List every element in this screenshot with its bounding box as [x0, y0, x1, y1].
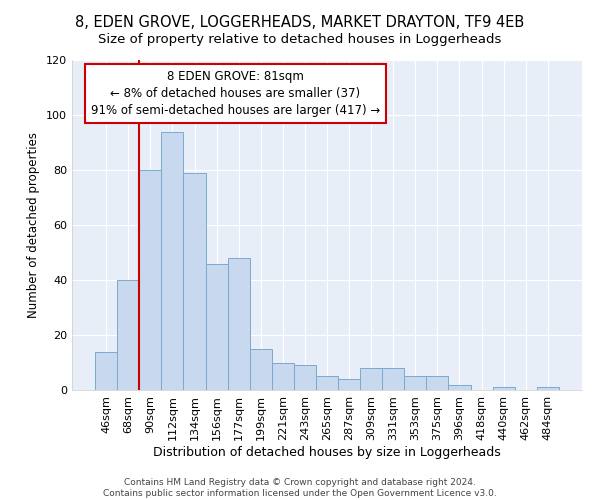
- Bar: [294, 365, 316, 390]
- Bar: [117, 280, 139, 390]
- Bar: [404, 376, 427, 390]
- Bar: [448, 384, 470, 390]
- Text: Size of property relative to detached houses in Loggerheads: Size of property relative to detached ho…: [98, 32, 502, 46]
- Bar: [493, 387, 515, 390]
- Bar: [95, 352, 117, 390]
- Bar: [382, 368, 404, 390]
- X-axis label: Distribution of detached houses by size in Loggerheads: Distribution of detached houses by size …: [153, 446, 501, 458]
- Text: 8, EDEN GROVE, LOGGERHEADS, MARKET DRAYTON, TF9 4EB: 8, EDEN GROVE, LOGGERHEADS, MARKET DRAYT…: [76, 15, 524, 30]
- Bar: [537, 387, 559, 390]
- Text: 8 EDEN GROVE: 81sqm
← 8% of detached houses are smaller (37)
91% of semi-detache: 8 EDEN GROVE: 81sqm ← 8% of detached hou…: [91, 70, 380, 117]
- Bar: [316, 376, 338, 390]
- Bar: [360, 368, 382, 390]
- Bar: [227, 258, 250, 390]
- Bar: [427, 376, 448, 390]
- Bar: [206, 264, 227, 390]
- Bar: [250, 349, 272, 390]
- Bar: [184, 173, 206, 390]
- Y-axis label: Number of detached properties: Number of detached properties: [28, 132, 40, 318]
- Bar: [338, 379, 360, 390]
- Bar: [272, 362, 294, 390]
- Bar: [161, 132, 184, 390]
- Bar: [139, 170, 161, 390]
- Text: Contains HM Land Registry data © Crown copyright and database right 2024.
Contai: Contains HM Land Registry data © Crown c…: [103, 478, 497, 498]
